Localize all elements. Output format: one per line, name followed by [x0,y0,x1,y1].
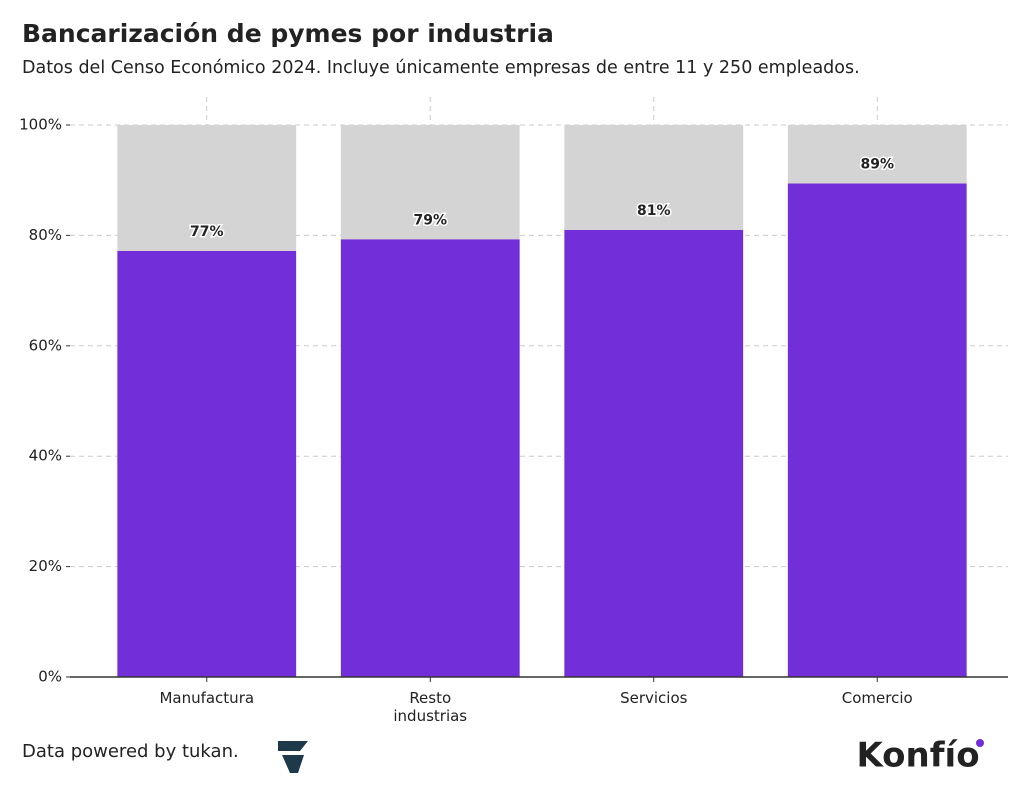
y-tick-label: 20% [29,557,62,575]
bar-segment [564,125,744,230]
bar-segment [787,183,967,677]
y-tick-label: 100% [19,116,62,134]
bar-segment [564,229,744,677]
bar-segment [787,125,967,184]
x-tick-label: Manufactura [159,689,255,707]
bar-segment [117,250,297,677]
brand-dot [976,739,984,747]
bar-segment [117,125,297,251]
y-tick-label: 80% [29,226,62,244]
data-label: 81% [637,203,671,219]
data-label: 79% [413,212,447,228]
data-label: 77% [190,224,224,240]
brand-logo: Konfío [856,736,979,776]
y-tick-label: 60% [29,336,62,354]
bar-segment [340,239,520,677]
footer-source: Data powered by tukan. [22,741,239,762]
tukan-logo [278,741,308,773]
x-tick-label: Servicios [620,689,688,707]
x-tick-label: Comercio [841,689,913,707]
bar-segment [340,125,520,240]
x-tick-label: Resto industrias [393,689,468,725]
y-tick-label: 0% [38,668,62,686]
chart-subtitle: Datos del Censo Económico 2024. Incluye … [22,58,860,78]
data-label: 89% [860,157,894,173]
chart-title: Bancarización de pymes por industria [22,19,554,48]
y-tick-label: 40% [29,447,62,465]
